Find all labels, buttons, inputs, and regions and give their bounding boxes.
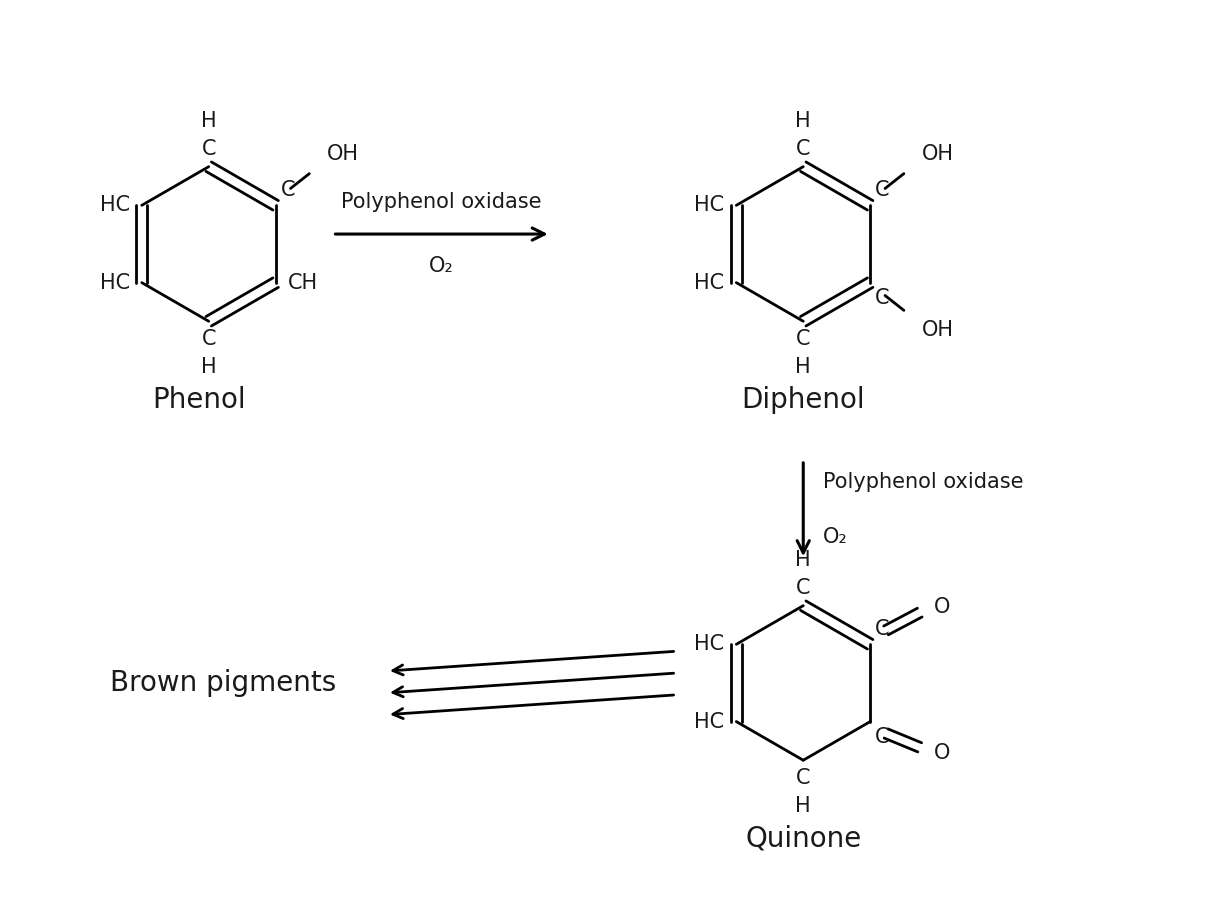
Text: H: H xyxy=(795,111,811,131)
Text: C: C xyxy=(281,181,295,201)
Text: C: C xyxy=(796,578,811,598)
Text: HC: HC xyxy=(695,635,724,655)
Text: Polyphenol oxidase: Polyphenol oxidase xyxy=(342,193,541,212)
Text: HC: HC xyxy=(695,195,724,215)
Text: O: O xyxy=(933,744,949,763)
Text: HC: HC xyxy=(99,272,130,293)
Text: C: C xyxy=(875,619,889,639)
Text: HC: HC xyxy=(695,272,724,293)
Text: OH: OH xyxy=(921,320,954,340)
Text: HC: HC xyxy=(695,712,724,732)
Text: C: C xyxy=(201,138,216,159)
Text: H: H xyxy=(201,111,217,131)
Text: O₂: O₂ xyxy=(429,256,454,276)
Text: Brown pigments: Brown pigments xyxy=(110,668,337,697)
Text: H: H xyxy=(795,357,811,377)
Text: H: H xyxy=(795,796,811,816)
Text: CH: CH xyxy=(288,272,317,293)
Text: Polyphenol oxidase: Polyphenol oxidase xyxy=(823,471,1024,492)
Text: C: C xyxy=(796,768,811,788)
Text: C: C xyxy=(796,329,811,349)
Text: Diphenol: Diphenol xyxy=(741,386,865,414)
Text: OH: OH xyxy=(921,144,954,164)
Text: Phenol: Phenol xyxy=(152,386,245,414)
Text: H: H xyxy=(795,550,811,570)
Text: OH: OH xyxy=(327,144,359,164)
Text: C: C xyxy=(201,329,216,349)
Text: Quinone: Quinone xyxy=(745,824,861,853)
Text: HC: HC xyxy=(99,195,130,215)
Text: C: C xyxy=(875,288,889,307)
Text: O: O xyxy=(933,597,949,616)
Text: C: C xyxy=(875,181,889,201)
Text: C: C xyxy=(796,138,811,159)
Text: H: H xyxy=(201,357,217,377)
Text: C: C xyxy=(875,726,889,746)
Text: O₂: O₂ xyxy=(823,527,848,547)
